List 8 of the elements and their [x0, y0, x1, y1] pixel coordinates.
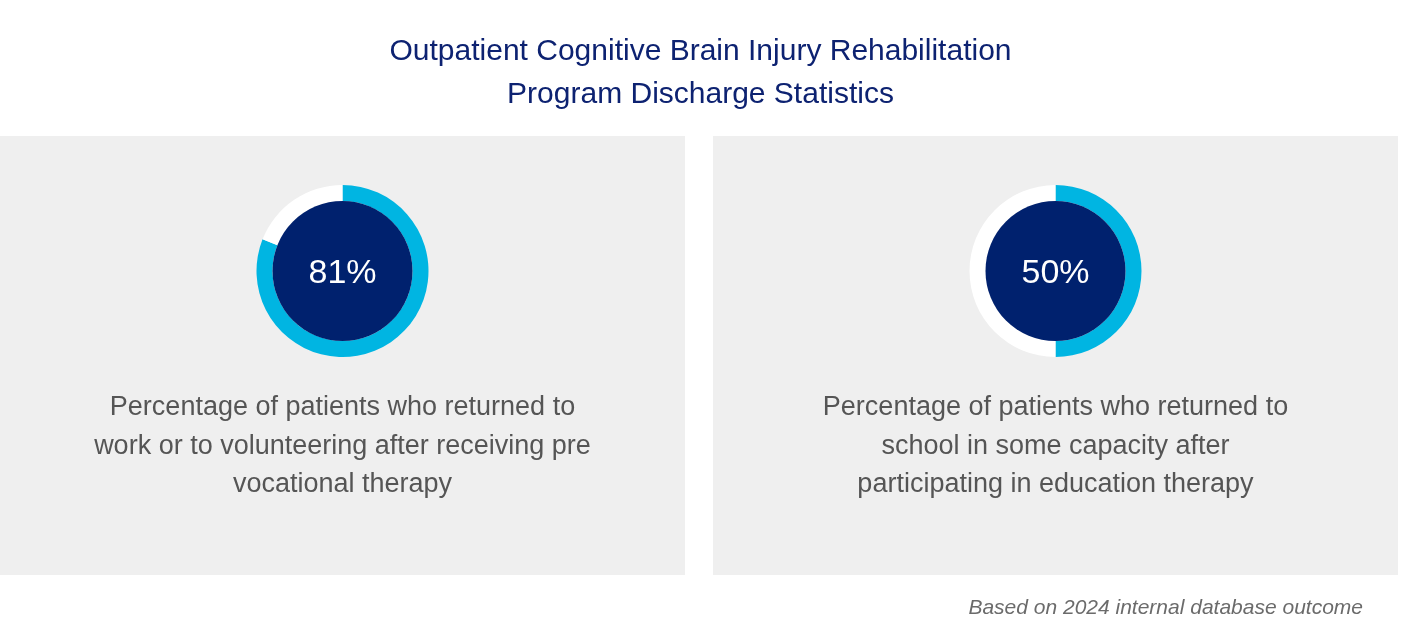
- text: Percentage of patients who returned to school in some capacity after participating in education therapy: [822, 391, 1289, 498]
- donut-slice: [256, 185, 429, 357]
- donut-slice: [262, 185, 343, 246]
- data-label: 81%: [308, 252, 377, 290]
- text: Outpatient Cognitive Brain Injury Rehabilitation Program Discharge Statistics: [389, 33, 1012, 109]
- text: Percentage of patients who returned to work or to volunteering after receiving pre vocational therapy: [93, 391, 591, 498]
- text: Based on 2024 internal database outcome: [968, 595, 1363, 618]
- data-label: 50%: [1021, 252, 1090, 290]
